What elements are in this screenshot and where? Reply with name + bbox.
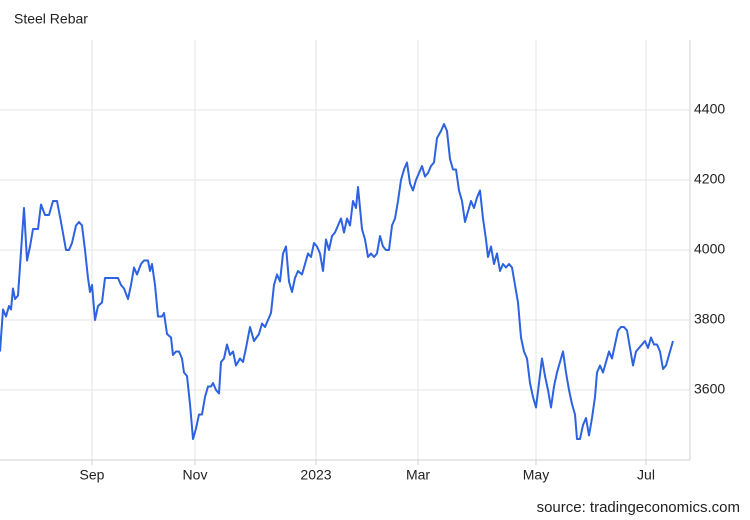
source-note: source: tradingeconomics.com	[537, 499, 740, 516]
x-tick-label: Jul	[637, 467, 655, 483]
x-tick-label: 2023	[300, 467, 331, 483]
y-tick-label: 4400	[694, 101, 725, 117]
price-line	[0, 123, 674, 440]
x-tick-label: Nov	[183, 467, 208, 483]
x-tick-label: Sep	[80, 467, 105, 483]
y-tick-label: 4200	[694, 171, 725, 187]
y-tick-label: 3600	[694, 381, 725, 397]
y-tick-label: 4000	[694, 241, 725, 257]
chart-title: Steel Rebar	[14, 11, 88, 27]
x-tick-label: May	[523, 467, 549, 483]
x-tick-label: Mar	[406, 467, 430, 483]
y-tick-label: 3800	[694, 311, 725, 327]
